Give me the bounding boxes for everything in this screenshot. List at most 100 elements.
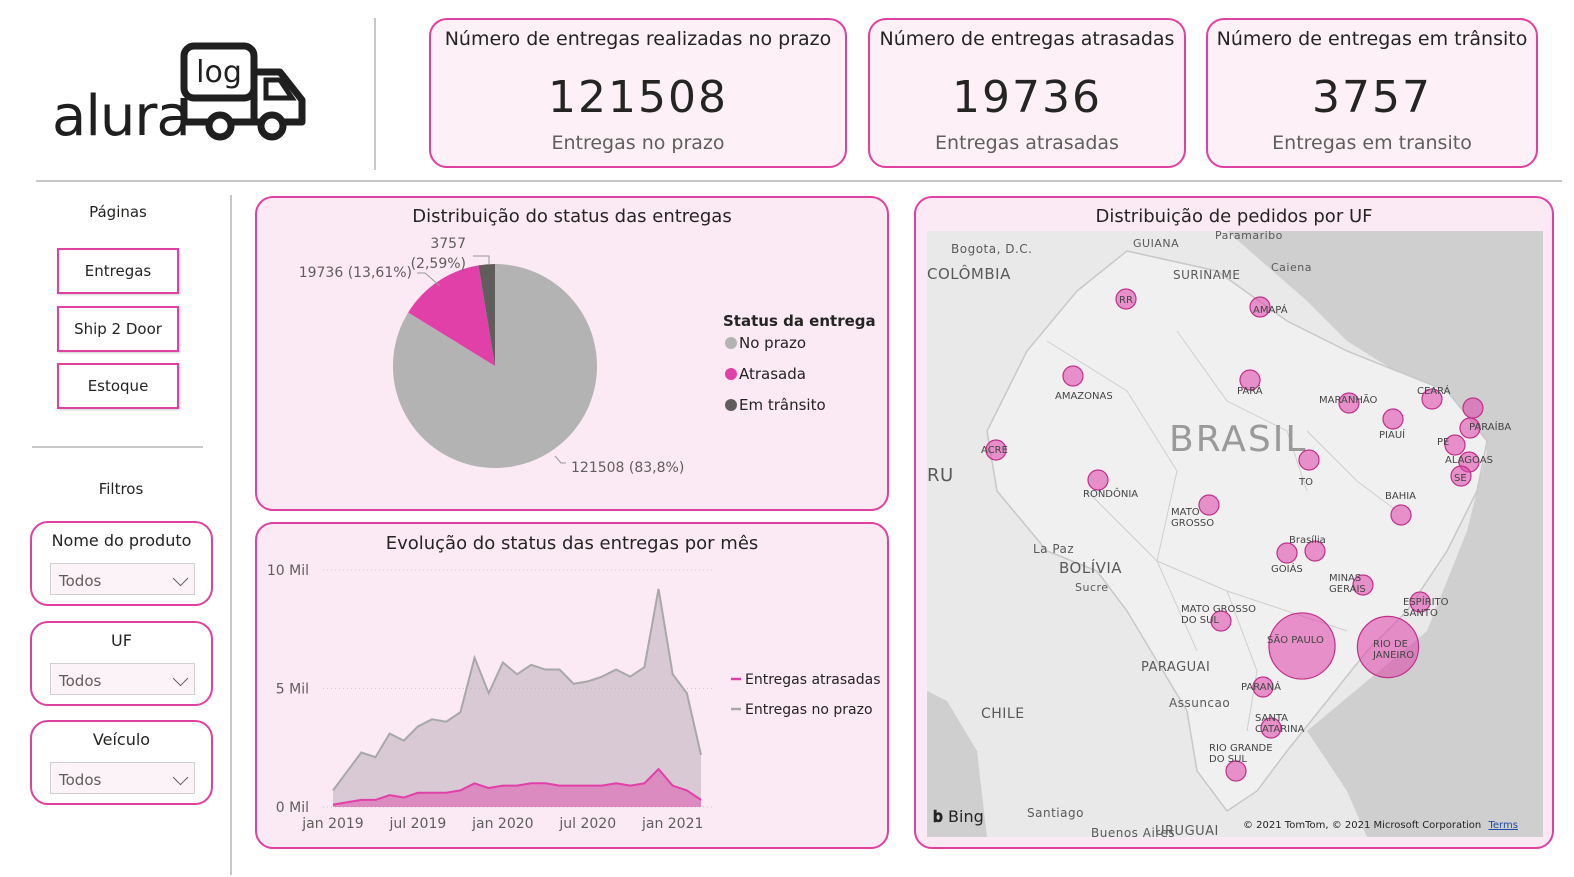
map-bubble-sc[interactable] (1260, 717, 1282, 739)
attribution-text: © 2021 TomTom, © 2021 Microsoft Corporat… (1243, 820, 1482, 831)
map-bubble-df[interactable] (1304, 540, 1326, 562)
map-bubble-label: PARANÁ (1241, 680, 1281, 693)
y-tick-label: 5 Mil (276, 682, 309, 698)
map-bubble-label: MATO GROSSO (1181, 604, 1256, 615)
map-bubble-am[interactable] (1062, 365, 1084, 387)
legend-marker (725, 337, 737, 349)
page-button-ship-2-door[interactable]: Ship 2 Door (57, 306, 179, 352)
kpi-value: 3757 (1312, 72, 1432, 123)
area-chart-title: Evolução do status das entregas por mês (385, 533, 759, 554)
bing-label: Bing (948, 807, 984, 826)
map-geo-label: GUIANA (1133, 237, 1179, 250)
map-bubble-ba[interactable] (1390, 504, 1412, 526)
map-bubble-label: ACRE (981, 445, 1008, 456)
terms-link[interactable]: Terms (1488, 820, 1518, 831)
map-bubble-label: RR (1119, 295, 1133, 306)
area-chart: 0 Mil 5 Mil 10 Mil jan 2019 jul 2019 jan 202… (267, 563, 881, 832)
uf-dropdown[interactable]: Todos (50, 663, 195, 695)
pie-slice-2[interactable] (408, 265, 495, 366)
map-bubble-to[interactable] (1298, 449, 1320, 471)
filter-title: UF (111, 631, 132, 650)
kpi-card-on-time[interactable]: Número de entregas realizadas no prazo 1… (429, 18, 847, 168)
map-bubble-rn[interactable] (1462, 397, 1484, 419)
kpi-title: Número de entregas atrasadas (879, 28, 1175, 50)
dropdown-value: Todos (59, 572, 102, 590)
map-bubble-label: GERAIS (1329, 584, 1366, 595)
kpi-title: Número de entregas em trânsito (1216, 28, 1528, 50)
map-geo-label: La Paz (1033, 542, 1074, 556)
map-bubble-mt[interactable] (1198, 494, 1220, 516)
map-geo-label: COLÔMBIA (927, 264, 1011, 283)
map-bubble-label: PARÁ (1237, 384, 1263, 397)
map-bubble-label: GOIÁS (1271, 562, 1303, 575)
map-geo-label: Sucre (1075, 581, 1109, 594)
map-bubble-rr[interactable] (1115, 288, 1137, 310)
legend-marker (725, 399, 737, 411)
vehicle-dropdown[interactable]: Todos (50, 762, 195, 794)
header-divider (374, 18, 376, 170)
truck-icon: log (180, 42, 306, 141)
y-tick-label: 10 Mil (267, 563, 309, 579)
kpi-title: Número de entregas realizadas no prazo (444, 28, 832, 50)
kpi-label: Entregas em transito (1272, 132, 1472, 154)
map-bubble-ms[interactable] (1210, 610, 1232, 632)
map-bubble-pb[interactable] (1459, 417, 1481, 439)
bubble-map[interactable]: Bogota, D.C. COLÔMBIA GUIANA SURINAME Parama… (927, 231, 1543, 837)
map-bubble-rs[interactable] (1225, 760, 1247, 782)
map-bubble-label: ALAGOAS (1445, 455, 1493, 466)
map-bubble-mg[interactable] (1352, 574, 1374, 596)
map-bubble-pa[interactable] (1239, 369, 1261, 391)
legend-item-label[interactable]: Atrasada (739, 365, 806, 383)
header-separator (36, 180, 1562, 182)
map-geo-label: BRASIL (1169, 419, 1307, 460)
alura-log-logo: alura log (52, 40, 308, 149)
map-bubble-ap[interactable] (1249, 296, 1271, 318)
page-button-estoque[interactable]: Estoque (57, 363, 179, 409)
x-tick-label: jan 2020 (471, 816, 533, 832)
map-bubble-ce[interactable] (1421, 388, 1443, 410)
map-bubble-label: PARAÍBA (1469, 420, 1511, 433)
y-tick-label: 0 Mil (276, 800, 309, 816)
map-bubble-ac[interactable] (985, 439, 1007, 461)
kpi-card-in-transit[interactable]: Número de entregas em trânsito 3757 Entr… (1206, 18, 1538, 168)
pie-chart-title: Distribuição do status das entregas (412, 206, 732, 227)
map-bubble-ro[interactable] (1087, 469, 1109, 491)
legend-item-label[interactable]: Entregas no prazo (745, 702, 873, 718)
series-line-no-prazo[interactable] (332, 588, 702, 792)
legend-item-label[interactable]: Em trânsito (739, 396, 826, 414)
x-tick-label: jan 2021 (641, 816, 703, 832)
map-bubble-pi[interactable] (1382, 408, 1404, 430)
kpi-card-late[interactable]: Número de entregas atrasadas 19736 Entre… (868, 18, 1186, 168)
map-geo-label: Bogota, D.C. (951, 242, 1032, 256)
map-bubble-label: SÃO PAULO (1267, 633, 1324, 646)
area-fill-atrasadas (333, 769, 701, 807)
bing-logo: 𝐛 Bing (933, 807, 984, 826)
pie-legend-title: Status da entrega (723, 312, 876, 330)
pie-slice-3[interactable] (478, 264, 495, 366)
map-bubble-pr[interactable] (1252, 676, 1274, 698)
series-line-atrasadas[interactable] (332, 767, 702, 806)
map-geo-label: SURINAME (1173, 268, 1240, 282)
product-name-dropdown[interactable]: Todos (50, 563, 195, 595)
pie-data-label-em-transito: 3757 (430, 236, 466, 252)
filter-uf: UF Todos (30, 621, 213, 706)
legend-item-label[interactable]: Entregas atrasadas (745, 672, 881, 688)
map-geo-label: PARAGUAI (1141, 660, 1210, 675)
map-bubble-sp[interactable] (1268, 612, 1336, 680)
page-button-entregas[interactable]: Entregas (57, 248, 179, 294)
map-bubble-label: RONDÔNIA (1083, 487, 1138, 500)
map-bubble-pe[interactable] (1444, 434, 1466, 456)
map-bubble-label: GROSSO (1171, 518, 1214, 529)
map-bubble-es[interactable] (1409, 591, 1431, 613)
map-bubble-se[interactable] (1450, 465, 1472, 487)
map-bubble-label: SANTO (1403, 608, 1438, 619)
map-bubble-go[interactable] (1276, 542, 1298, 564)
ocean-atlantic (1227, 231, 1543, 837)
map-bubble-rj[interactable] (1356, 615, 1420, 679)
map-geo-label: Caiena (1271, 261, 1312, 274)
map-bubble-ma[interactable] (1338, 392, 1360, 414)
legend-item-label[interactable]: No prazo (739, 334, 806, 352)
map-attribution: © 2021 TomTom, © 2021 Microsoft Corporat… (1243, 820, 1518, 831)
map-bubble-label: SANTA (1255, 713, 1288, 724)
filters-title: Filtros (98, 480, 144, 498)
